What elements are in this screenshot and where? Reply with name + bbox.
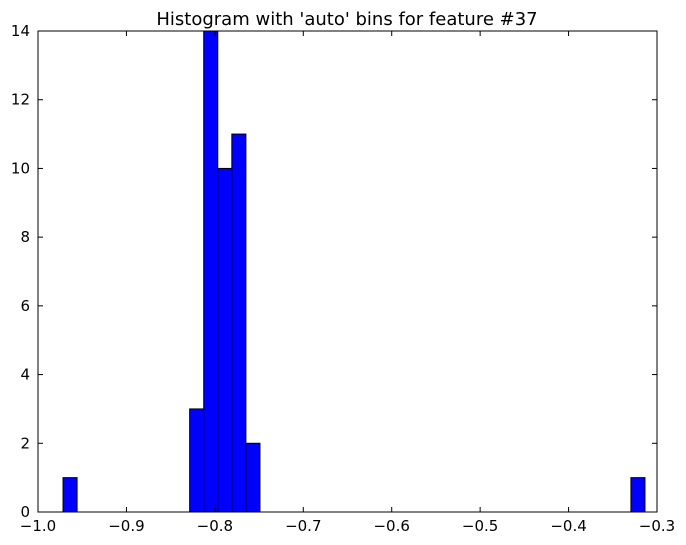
ticks-group (37, 30, 658, 513)
y-tick-label-0: 0 (20, 503, 30, 521)
histogram-bar-2 (203, 30, 219, 513)
y-tick-label-6: 12 (11, 91, 30, 109)
chart-title: Histogram with 'auto' bins for feature #… (156, 9, 537, 30)
x-tick-label-1: −0.9 (108, 517, 144, 535)
histogram-bar-5 (245, 442, 261, 513)
x-tick-label-2: −0.8 (197, 517, 233, 535)
x-tick-label-4: −0.6 (373, 517, 409, 535)
histogram-bar-1 (189, 408, 205, 513)
y-tick-label-2: 4 (20, 366, 30, 384)
plot-frame (37, 30, 658, 513)
y-tick-label-7: 14 (11, 22, 30, 40)
x-tick-label-6: −0.4 (550, 517, 586, 535)
y-tick-label-4: 8 (20, 228, 30, 246)
histogram-bar-0 (62, 477, 78, 513)
y-tick-label-1: 2 (20, 434, 30, 452)
histogram-bar-4 (231, 133, 247, 513)
histogram-bar-3 (217, 167, 233, 513)
y-tick-label-3: 6 (20, 297, 30, 315)
histogram-bar-6 (630, 477, 646, 513)
y-tick-label-5: 10 (11, 159, 30, 177)
x-tick-label-7: −0.3 (639, 517, 675, 535)
x-tick-label-0: −1.0 (20, 517, 56, 535)
bars-group (62, 30, 646, 513)
tick-labels-group: −1.0 −0.9 −0.8 −0.7 −0.6 −0.5 −0.4 −0.3 0 2 4 6 8 10 1… (11, 22, 675, 535)
x-tick-label-5: −0.5 (462, 517, 498, 535)
x-tick-label-3: −0.7 (285, 517, 321, 535)
